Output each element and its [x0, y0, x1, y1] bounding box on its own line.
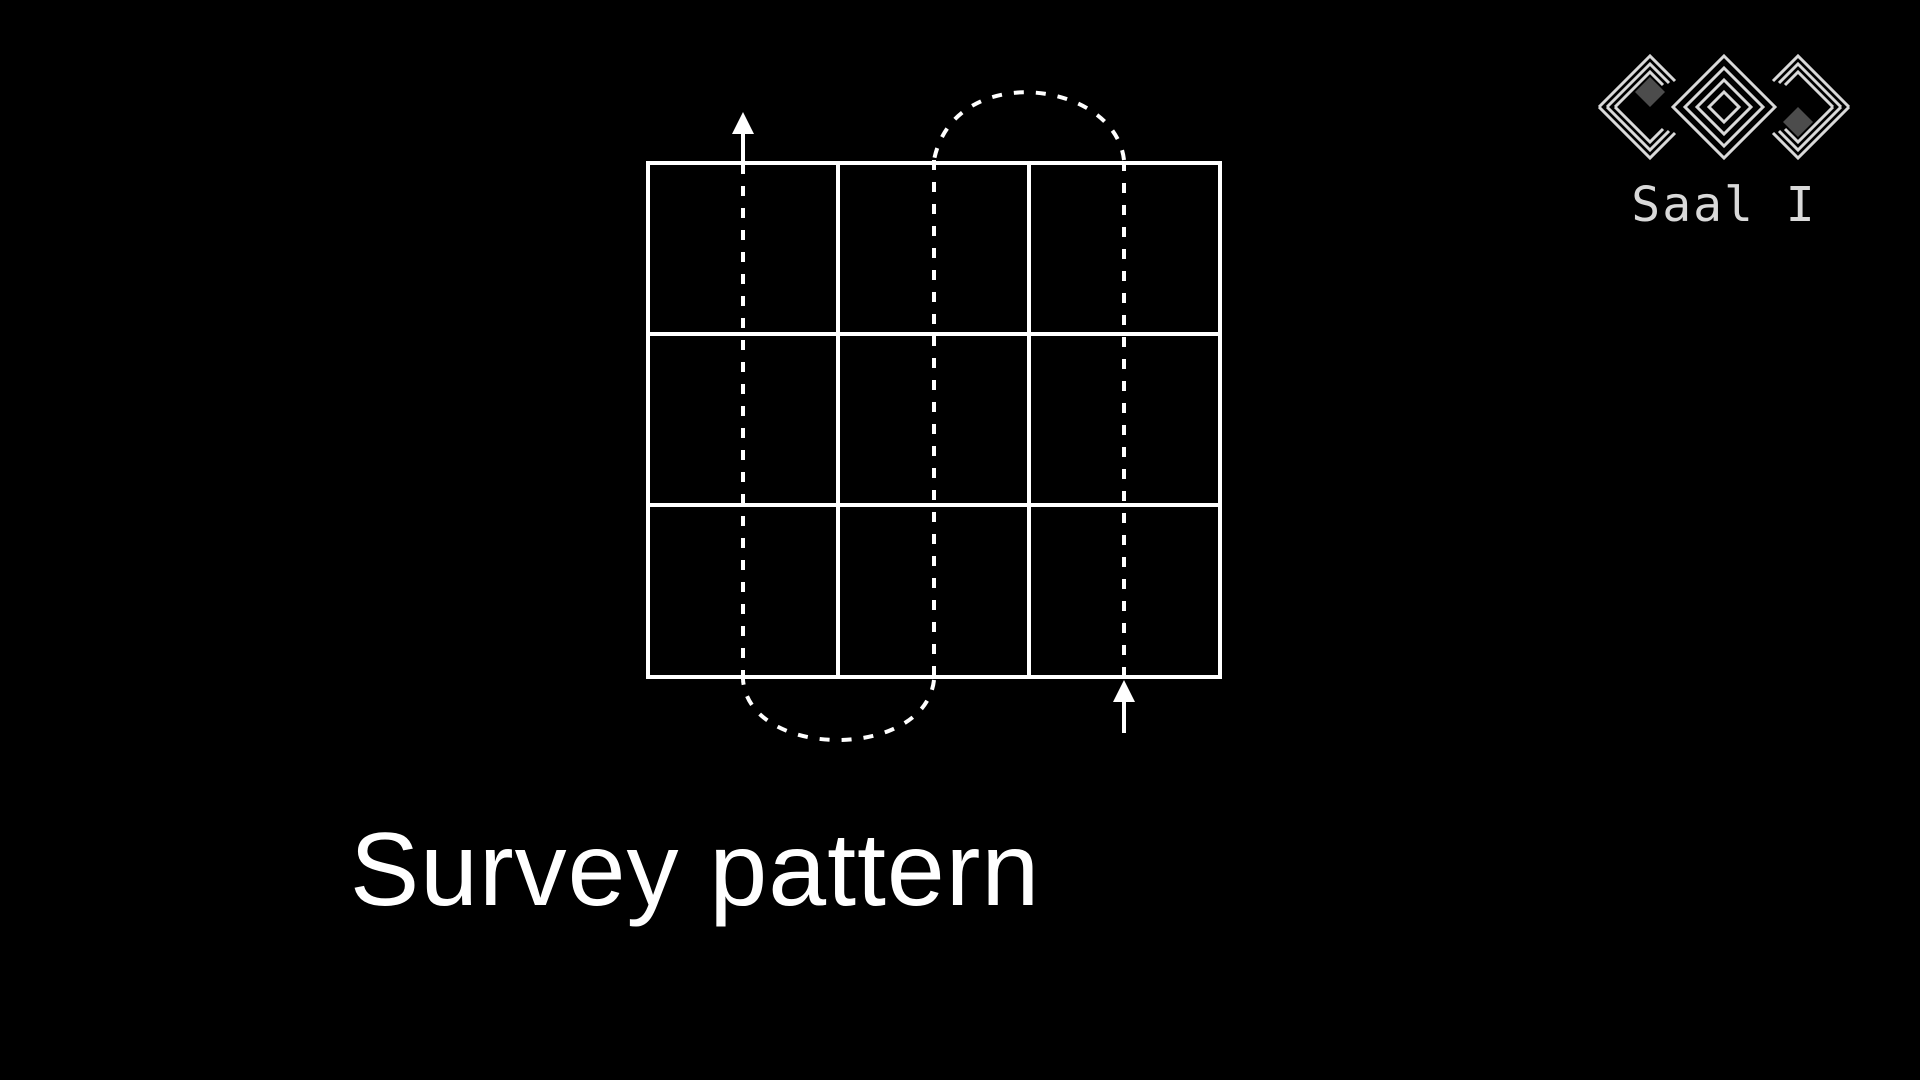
grid — [646, 161, 1222, 679]
end-arrow — [732, 112, 754, 165]
start-arrow — [1113, 680, 1135, 733]
logo-label: Saal I — [1631, 177, 1817, 233]
end-arrow-head — [732, 112, 754, 134]
path-turn-bottom — [741, 679, 936, 742]
slide-title: Survey pattern — [349, 812, 1041, 928]
conference-logo-icon — [1597, 53, 1851, 161]
path-turn-top — [932, 90, 1126, 161]
grid-outline — [646, 161, 1222, 679]
survey-path — [741, 90, 1126, 742]
start-arrow-head — [1113, 680, 1135, 702]
